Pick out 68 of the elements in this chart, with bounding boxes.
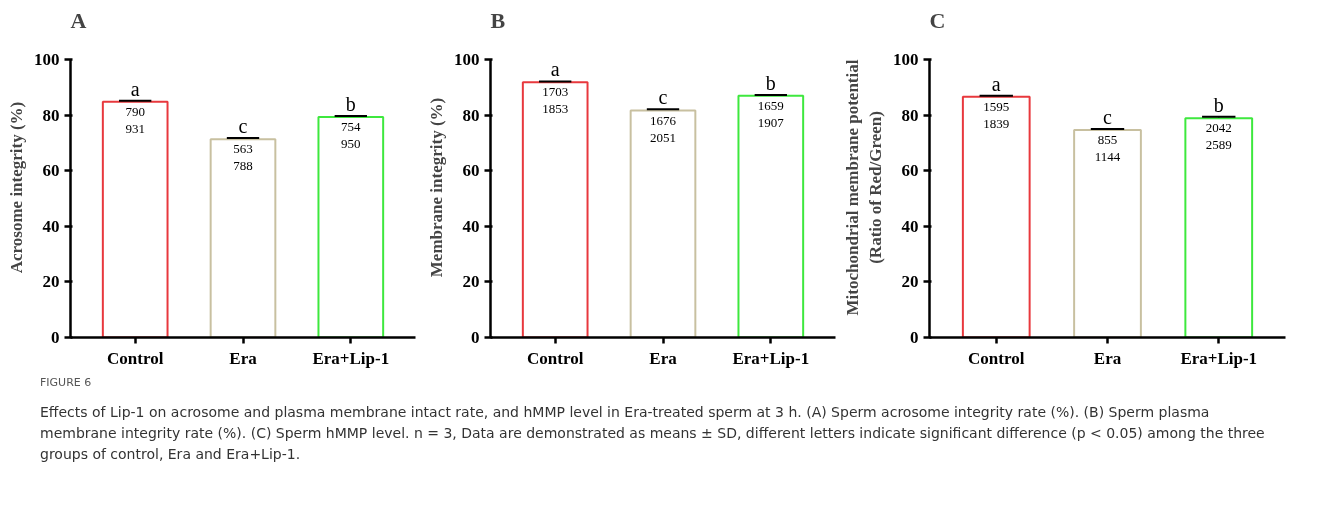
y-tick-label: 0: [471, 328, 480, 347]
bar: [521, 81, 589, 338]
data-label: b: [1213, 93, 1224, 116]
annotation: 950: [341, 135, 361, 151]
data-label: a: [550, 58, 560, 81]
annotation: 754: [341, 118, 362, 134]
chart-title: C: [929, 7, 946, 33]
chart-title: B: [490, 7, 506, 33]
y-tick-label: 80: [901, 105, 919, 125]
y-tick-label: 20: [42, 272, 60, 292]
caption: FIGURE 6: [40, 375, 92, 391]
annotation: 790: [125, 103, 145, 119]
x-tick-label: Era: [1093, 348, 1122, 368]
y-tick-label: 60: [901, 161, 919, 181]
y-tick-label: 20: [901, 272, 919, 292]
annotation: 1144: [1094, 149, 1121, 164]
x-tick-label: Control: [968, 348, 1025, 368]
data-label: c: [1103, 105, 1113, 128]
bar: [101, 100, 169, 338]
y-tick-label: 0: [51, 328, 60, 347]
data-label: b: [345, 93, 356, 116]
annotation: 2589: [1205, 137, 1232, 153]
annotation: 1839: [983, 115, 1010, 131]
x-tick-label: Era+Lip-1: [1180, 348, 1258, 368]
y-tick-label: 60: [42, 161, 60, 181]
annotation: 1659: [757, 97, 784, 113]
annotation: 2051: [650, 129, 676, 145]
annotation: 931: [125, 120, 145, 136]
y-tick-label: 60: [462, 161, 480, 181]
x-tick-label: Era: [229, 348, 258, 368]
y-tick-label: 100: [454, 50, 480, 70]
x-tick-label: Era: [649, 348, 678, 368]
data-label: a: [130, 77, 140, 100]
annotation: 855: [1097, 132, 1118, 147]
bar: [317, 115, 385, 338]
y-tick-label: 100: [34, 50, 60, 70]
x-tick-label: Control: [107, 348, 164, 368]
y-axis-title: Acrosome integrity (%): [7, 101, 26, 274]
annotation: 2042: [1205, 120, 1232, 136]
annotation: 1676: [650, 112, 677, 128]
y-tick-label: 40: [901, 216, 919, 236]
bar: [629, 109, 697, 338]
text: Effects of Lip-1 on acrosome and plasma membrane intact rate, and hMMP level in Era-treated sperm at 3 h. (A) Sperm acrosome integrity rate (%). (B) Sperm plasma membrane integrity rate (%). (C) Sperm hMMP level. n = 3, Data are demonstrated as means ± SD, different letters indicate significant difference (p < 0.05) among the three groups of control, Era and Era+Lip-1.: [40, 402, 1266, 464]
y-tick-label: 80: [42, 105, 60, 125]
y-axis-title: Mitochondrial membrane potential (Ratio of Red/Green): [843, 59, 885, 316]
y-tick-label: 100: [893, 50, 919, 70]
annotation: 563: [233, 141, 253, 157]
annotation: 788: [233, 158, 253, 174]
annotation: 1595: [983, 98, 1010, 114]
annotation: 1703: [542, 84, 569, 100]
y-tick-label: 40: [42, 216, 60, 236]
data-label: b: [765, 72, 776, 94]
x-tick-label: Era+Lip-1: [732, 348, 810, 368]
bar: [737, 94, 805, 338]
y-tick-label: 80: [462, 105, 480, 125]
bar: [209, 138, 277, 338]
x-tick-label: Era+Lip-1: [312, 348, 390, 368]
data-label: c: [238, 115, 248, 138]
annotation: 1907: [757, 114, 785, 130]
data-label: c: [658, 86, 668, 109]
data-label: a: [991, 72, 1001, 95]
chart-title: A: [70, 7, 87, 33]
x-tick-label: Control: [527, 348, 584, 368]
y-axis-title: Membrane integrity (%): [427, 97, 446, 278]
y-tick-label: 40: [462, 216, 480, 236]
y-tick-label: 0: [910, 328, 919, 347]
annotation: 1853: [542, 101, 569, 117]
y-tick-label: 20: [462, 272, 480, 292]
